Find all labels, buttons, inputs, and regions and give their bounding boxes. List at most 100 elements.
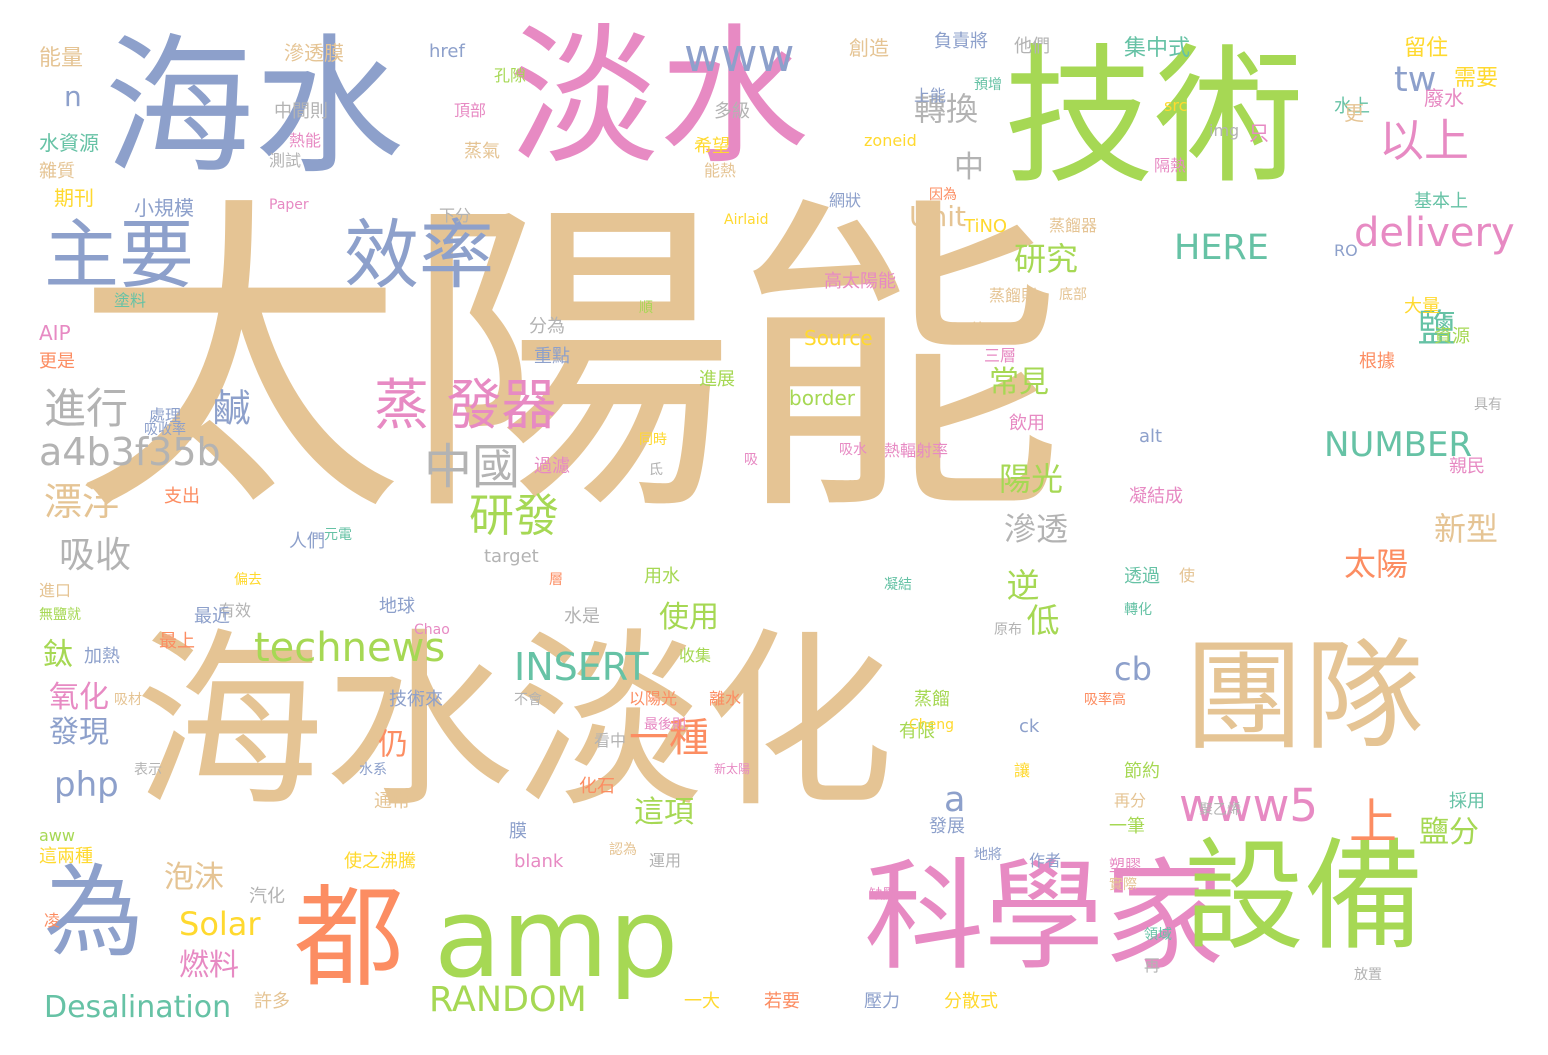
cloud-word: 熱輻射率 <box>884 441 949 460</box>
cloud-word: 蒸氣 <box>464 141 500 162</box>
cloud-word: 順 <box>639 300 653 316</box>
cloud-word: php <box>54 765 119 805</box>
cloud-word: 節約 <box>1124 761 1160 782</box>
cloud-word: 凌 <box>44 911 61 930</box>
cloud-word: 地將 <box>974 847 1002 863</box>
cloud-word: Desalination <box>44 990 232 1025</box>
cloud-word: 以陽光 <box>629 689 678 708</box>
cloud-word: 仍 <box>372 728 407 758</box>
cloud-word: 加熱 <box>84 646 120 667</box>
cloud-word: 他們 <box>1014 36 1050 57</box>
cloud-word: 海水 <box>104 21 405 195</box>
cloud-word: 重點 <box>534 346 570 367</box>
cloud-word: alt <box>1139 426 1163 447</box>
cloud-word: 更 <box>1344 101 1364 125</box>
cloud-word: 吸 <box>744 452 758 468</box>
cloud-word: 使之沸騰 <box>344 851 416 872</box>
cloud-word: 下分 <box>439 206 472 225</box>
cloud-word: 更是 <box>39 351 75 372</box>
cloud-word: 原布 <box>994 622 1022 638</box>
cloud-word: www <box>684 29 795 82</box>
cloud-word: 高太陽能 <box>824 271 896 292</box>
cloud-word: 一筆 <box>1109 816 1145 837</box>
cloud-word: n <box>64 80 82 113</box>
cloud-word: 能量 <box>39 46 84 71</box>
cloud-word: 效率 <box>344 211 495 299</box>
cloud-word: 蒸餾則 <box>989 286 1038 305</box>
cloud-word: 技術 <box>1004 31 1305 205</box>
cloud-word: 主要 <box>44 211 195 299</box>
cloud-word: 運用 <box>649 851 682 870</box>
cloud-word: 廢水 <box>1424 86 1464 110</box>
cloud-word: 化石 <box>579 776 615 797</box>
cloud-word: cb <box>1114 650 1152 688</box>
cloud-word: Cheng <box>909 717 955 733</box>
cloud-word: 作者 <box>1029 851 1062 870</box>
cloud-word: 技術來 <box>389 689 443 710</box>
cloud-word: 用水 <box>644 566 680 587</box>
cloud-word: Source <box>804 326 873 350</box>
cloud-word: 測試 <box>269 151 302 170</box>
cloud-word: AIP <box>39 321 71 345</box>
cloud-word: 研發 <box>469 489 560 542</box>
cloud-word: 最近 <box>194 606 230 627</box>
cloud-word: 上能 <box>914 86 947 105</box>
cloud-word: 同時 <box>639 432 667 448</box>
cloud-word: 中間則 <box>274 101 328 122</box>
cloud-word: 分散式 <box>944 991 998 1012</box>
cloud-word: 滲透 <box>1004 510 1069 548</box>
cloud-word: ck <box>1019 716 1040 737</box>
cloud-word: 塑膠 <box>1109 856 1142 875</box>
cloud-word: 吸收率 <box>144 422 186 438</box>
cloud-word: 吸水 <box>839 442 867 458</box>
cloud-word: 水是 <box>564 606 600 627</box>
cloud-word: 發現 <box>49 715 109 750</box>
cloud-word: 蒸 發器 <box>374 373 557 437</box>
cloud-word: 最上 <box>159 631 195 652</box>
cloud-word: 凝結成 <box>1129 486 1183 507</box>
cloud-word: Chao <box>414 622 450 638</box>
cloud-word: 底部 <box>1059 287 1087 303</box>
cloud-word: 壓力 <box>864 991 900 1012</box>
cloud-word: zoneid <box>864 131 917 150</box>
cloud-word: 元電 <box>324 527 352 543</box>
cloud-word: 燃料 <box>179 948 239 983</box>
cloud-word: 創造 <box>849 36 889 60</box>
cloud-word: 根據 <box>1359 351 1395 372</box>
cloud-word: 淡水 <box>509 11 810 185</box>
cloud-word: 低 <box>1021 603 1060 636</box>
cloud-word: 氐 <box>649 462 663 478</box>
cloud-word: 實際 <box>1109 877 1137 893</box>
cloud-word: 水系 <box>359 762 387 778</box>
cloud-word: 中 <box>954 150 984 185</box>
cloud-word: 人們 <box>289 531 325 552</box>
cloud-word: 親民 <box>1449 456 1485 477</box>
cloud-word: 多級 <box>714 101 750 122</box>
cloud-word: 層 <box>549 572 563 588</box>
cloud-word: 透過 <box>1124 566 1160 587</box>
cloud-word: 需要 <box>1454 66 1499 91</box>
cloud-word: 通常 <box>374 791 410 812</box>
cloud-word: 水資源 <box>39 131 99 155</box>
cloud-word: 發展 <box>929 816 965 837</box>
cloud-word: 新型 <box>1434 510 1499 548</box>
cloud-word: 吸收 <box>59 535 132 576</box>
cloud-word: 佔 <box>969 321 987 342</box>
cloud-word: blank <box>514 851 564 872</box>
cloud-word: 無鹽就 <box>39 607 81 623</box>
cloud-word: 資源 <box>1434 326 1470 347</box>
cloud-word: 地球 <box>379 596 415 617</box>
cloud-word: 鹹 <box>206 388 250 426</box>
cloud-word: 凝結 <box>884 577 912 593</box>
cloud-word: 中國 <box>424 439 521 495</box>
cloud-word: RO <box>1334 241 1358 260</box>
cloud-word: 太陽 <box>1344 545 1409 583</box>
cloud-word: 因為 <box>929 187 957 203</box>
cloud-word: 預增 <box>974 77 1002 93</box>
cloud-word: 進展 <box>699 369 735 390</box>
cloud-word: delivery <box>1354 210 1515 256</box>
cloud-word: 一種 <box>629 715 709 761</box>
cloud-word: 再分 <box>1114 791 1147 810</box>
cloud-word: 希望 <box>694 136 730 157</box>
cloud-word: 缺點 <box>869 887 897 903</box>
